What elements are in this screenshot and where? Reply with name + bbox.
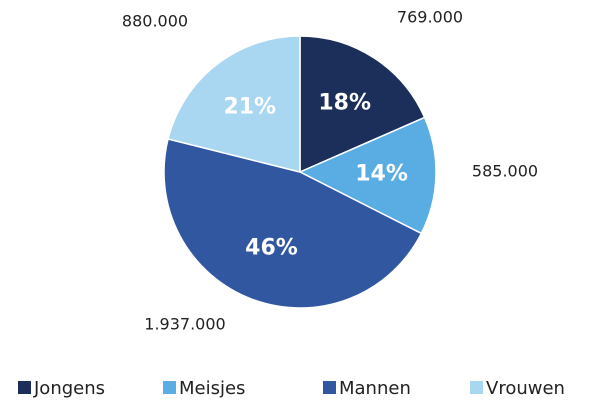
percent-label: 21% [223,95,276,120]
legend-swatch [470,381,483,394]
value-label: 1.937.000 [144,315,225,334]
legend-label: Meisjes [179,378,245,399]
percent-label: 46% [245,235,298,260]
legend-swatch [18,381,31,394]
pie-slice [163,138,423,309]
value-label: 585.000 [472,162,538,181]
percent-label: 14% [355,161,408,186]
percent-label: 18% [318,91,371,116]
legend-label: Vrouwen [486,378,565,399]
legend-label: Mannen [339,378,411,399]
legend-label: Jongens [33,378,105,399]
pie-slice [167,35,301,173]
legend-swatch [323,381,336,394]
value-label: 880.000 [122,12,188,31]
pie-slice [299,35,426,174]
pie-slice [298,116,437,235]
value-label: 769.000 [397,8,463,27]
legend-swatch [163,381,176,394]
